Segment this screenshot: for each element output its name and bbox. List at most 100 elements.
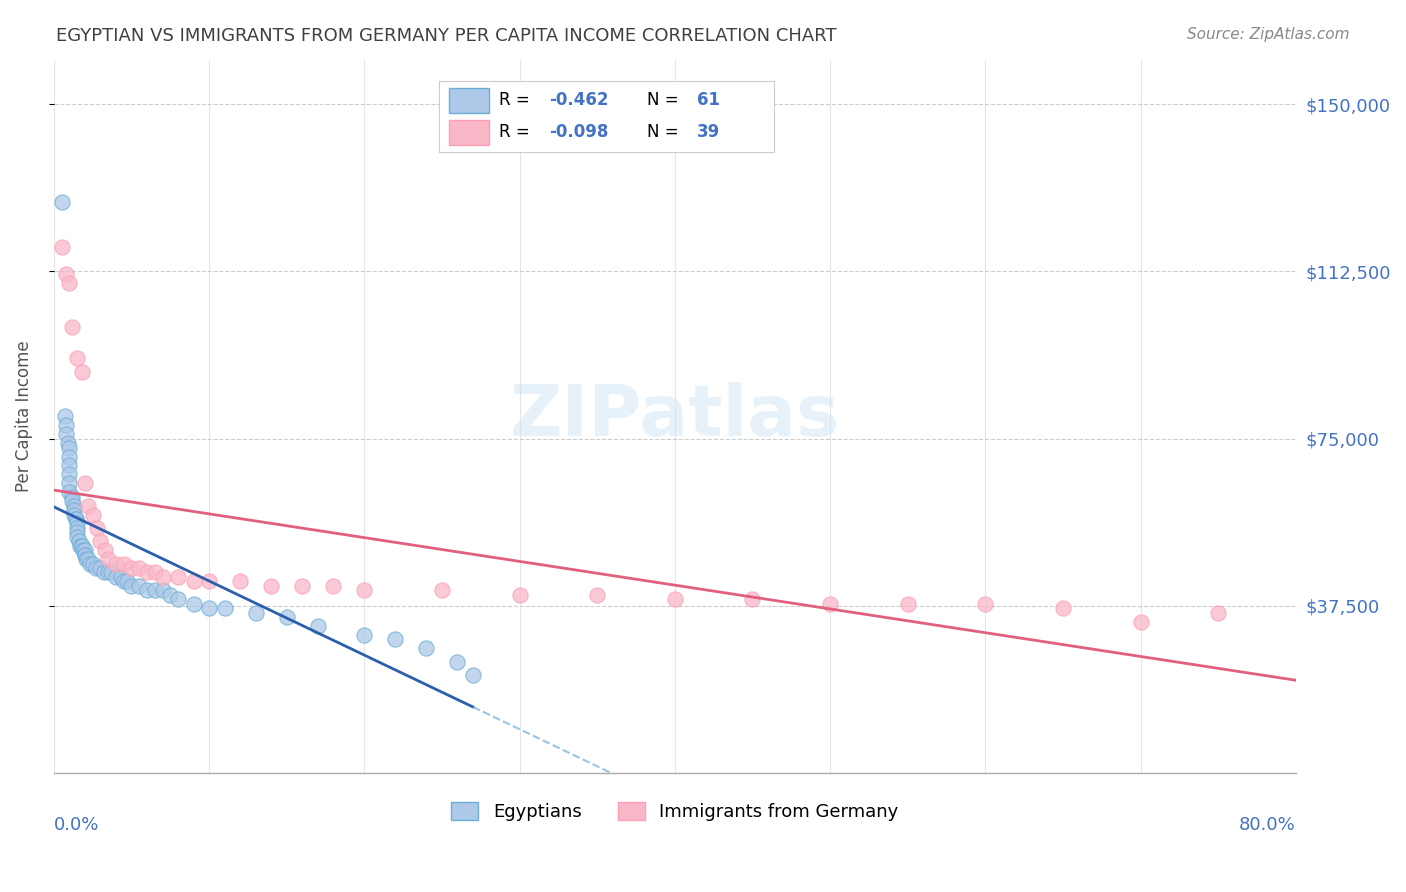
Point (69, 539, 91, 553)
Point (1052, 601, 1074, 615)
Point (1129, 615, 1152, 629)
Point (110, 570, 132, 584)
Point (198, 601, 221, 615)
Point (66, 530, 89, 544)
Point (152, 570, 174, 584)
Point (353, 583, 375, 598)
Point (143, 566, 166, 580)
Point (128, 561, 150, 575)
Text: ZIPatlas: ZIPatlas (510, 382, 839, 450)
Text: EGYPTIAN VS IMMIGRANTS FROM GERMANY PER CAPITA INCOME CORRELATION CHART: EGYPTIAN VS IMMIGRANTS FROM GERMANY PER … (56, 27, 837, 45)
Point (66, 521, 89, 535)
Point (63, 508, 86, 522)
Point (384, 632, 406, 647)
Point (214, 601, 236, 615)
Point (509, 588, 531, 602)
Point (67, 534, 90, 549)
Point (136, 566, 159, 580)
Point (77, 552, 100, 566)
Point (143, 583, 166, 598)
Point (115, 574, 138, 589)
Point (430, 583, 453, 598)
Point (73, 476, 96, 491)
Point (128, 579, 150, 593)
Text: 80.0%: 80.0% (1239, 816, 1296, 834)
Point (353, 628, 375, 642)
Point (818, 597, 841, 611)
Point (322, 579, 344, 593)
Point (229, 574, 252, 589)
Point (58, 441, 80, 455)
Point (72, 543, 94, 558)
Point (112, 574, 135, 589)
Point (65, 512, 87, 526)
Point (159, 588, 181, 602)
Legend: Egyptians, Immigrants from Germany: Egyptians, Immigrants from Germany (444, 795, 905, 829)
Point (120, 579, 142, 593)
Point (741, 592, 763, 607)
Point (70, 539, 93, 553)
Point (58, 476, 80, 491)
Point (70, 539, 93, 553)
Point (84, 561, 107, 575)
Point (63, 503, 86, 517)
Point (586, 588, 609, 602)
Point (415, 641, 437, 656)
Point (58, 276, 80, 290)
Point (51, 195, 73, 210)
Point (58, 485, 80, 500)
Point (198, 574, 221, 589)
Point (73, 548, 96, 562)
Point (93, 566, 115, 580)
Point (664, 592, 686, 607)
Point (104, 557, 127, 571)
Point (276, 610, 298, 624)
Point (307, 619, 329, 633)
Point (51, 240, 73, 254)
Point (58, 467, 80, 482)
Point (97, 552, 120, 566)
Point (183, 597, 205, 611)
Point (56, 436, 79, 450)
Point (100, 566, 122, 580)
Point (120, 561, 142, 575)
Point (897, 597, 920, 611)
Point (62, 320, 84, 334)
Point (167, 570, 190, 584)
Point (58, 450, 80, 464)
Point (62, 494, 84, 508)
Point (94, 543, 117, 558)
Point (66, 525, 89, 540)
Point (62, 490, 84, 504)
Point (55, 418, 77, 433)
Point (974, 597, 997, 611)
Y-axis label: Per Capita Income: Per Capita Income (15, 341, 32, 492)
Point (58, 458, 80, 473)
Point (70, 365, 93, 379)
Point (104, 570, 127, 584)
Point (86, 521, 108, 535)
Point (245, 606, 267, 620)
Point (82, 557, 104, 571)
Point (291, 579, 314, 593)
Point (73, 548, 96, 562)
Point (167, 592, 190, 607)
Point (97, 566, 120, 580)
Point (66, 516, 89, 531)
Point (65, 512, 87, 526)
Point (63, 499, 86, 513)
Point (112, 557, 135, 571)
Point (73, 543, 96, 558)
Point (152, 583, 174, 598)
Point (89, 534, 111, 549)
Point (77, 499, 100, 513)
Point (461, 668, 484, 682)
Text: Source: ZipAtlas.com: Source: ZipAtlas.com (1187, 27, 1350, 42)
Point (55, 267, 77, 281)
Point (55, 427, 77, 442)
Point (260, 579, 283, 593)
Point (82, 508, 104, 522)
Text: 0.0%: 0.0% (53, 816, 100, 834)
Point (183, 574, 205, 589)
Point (89, 561, 111, 575)
